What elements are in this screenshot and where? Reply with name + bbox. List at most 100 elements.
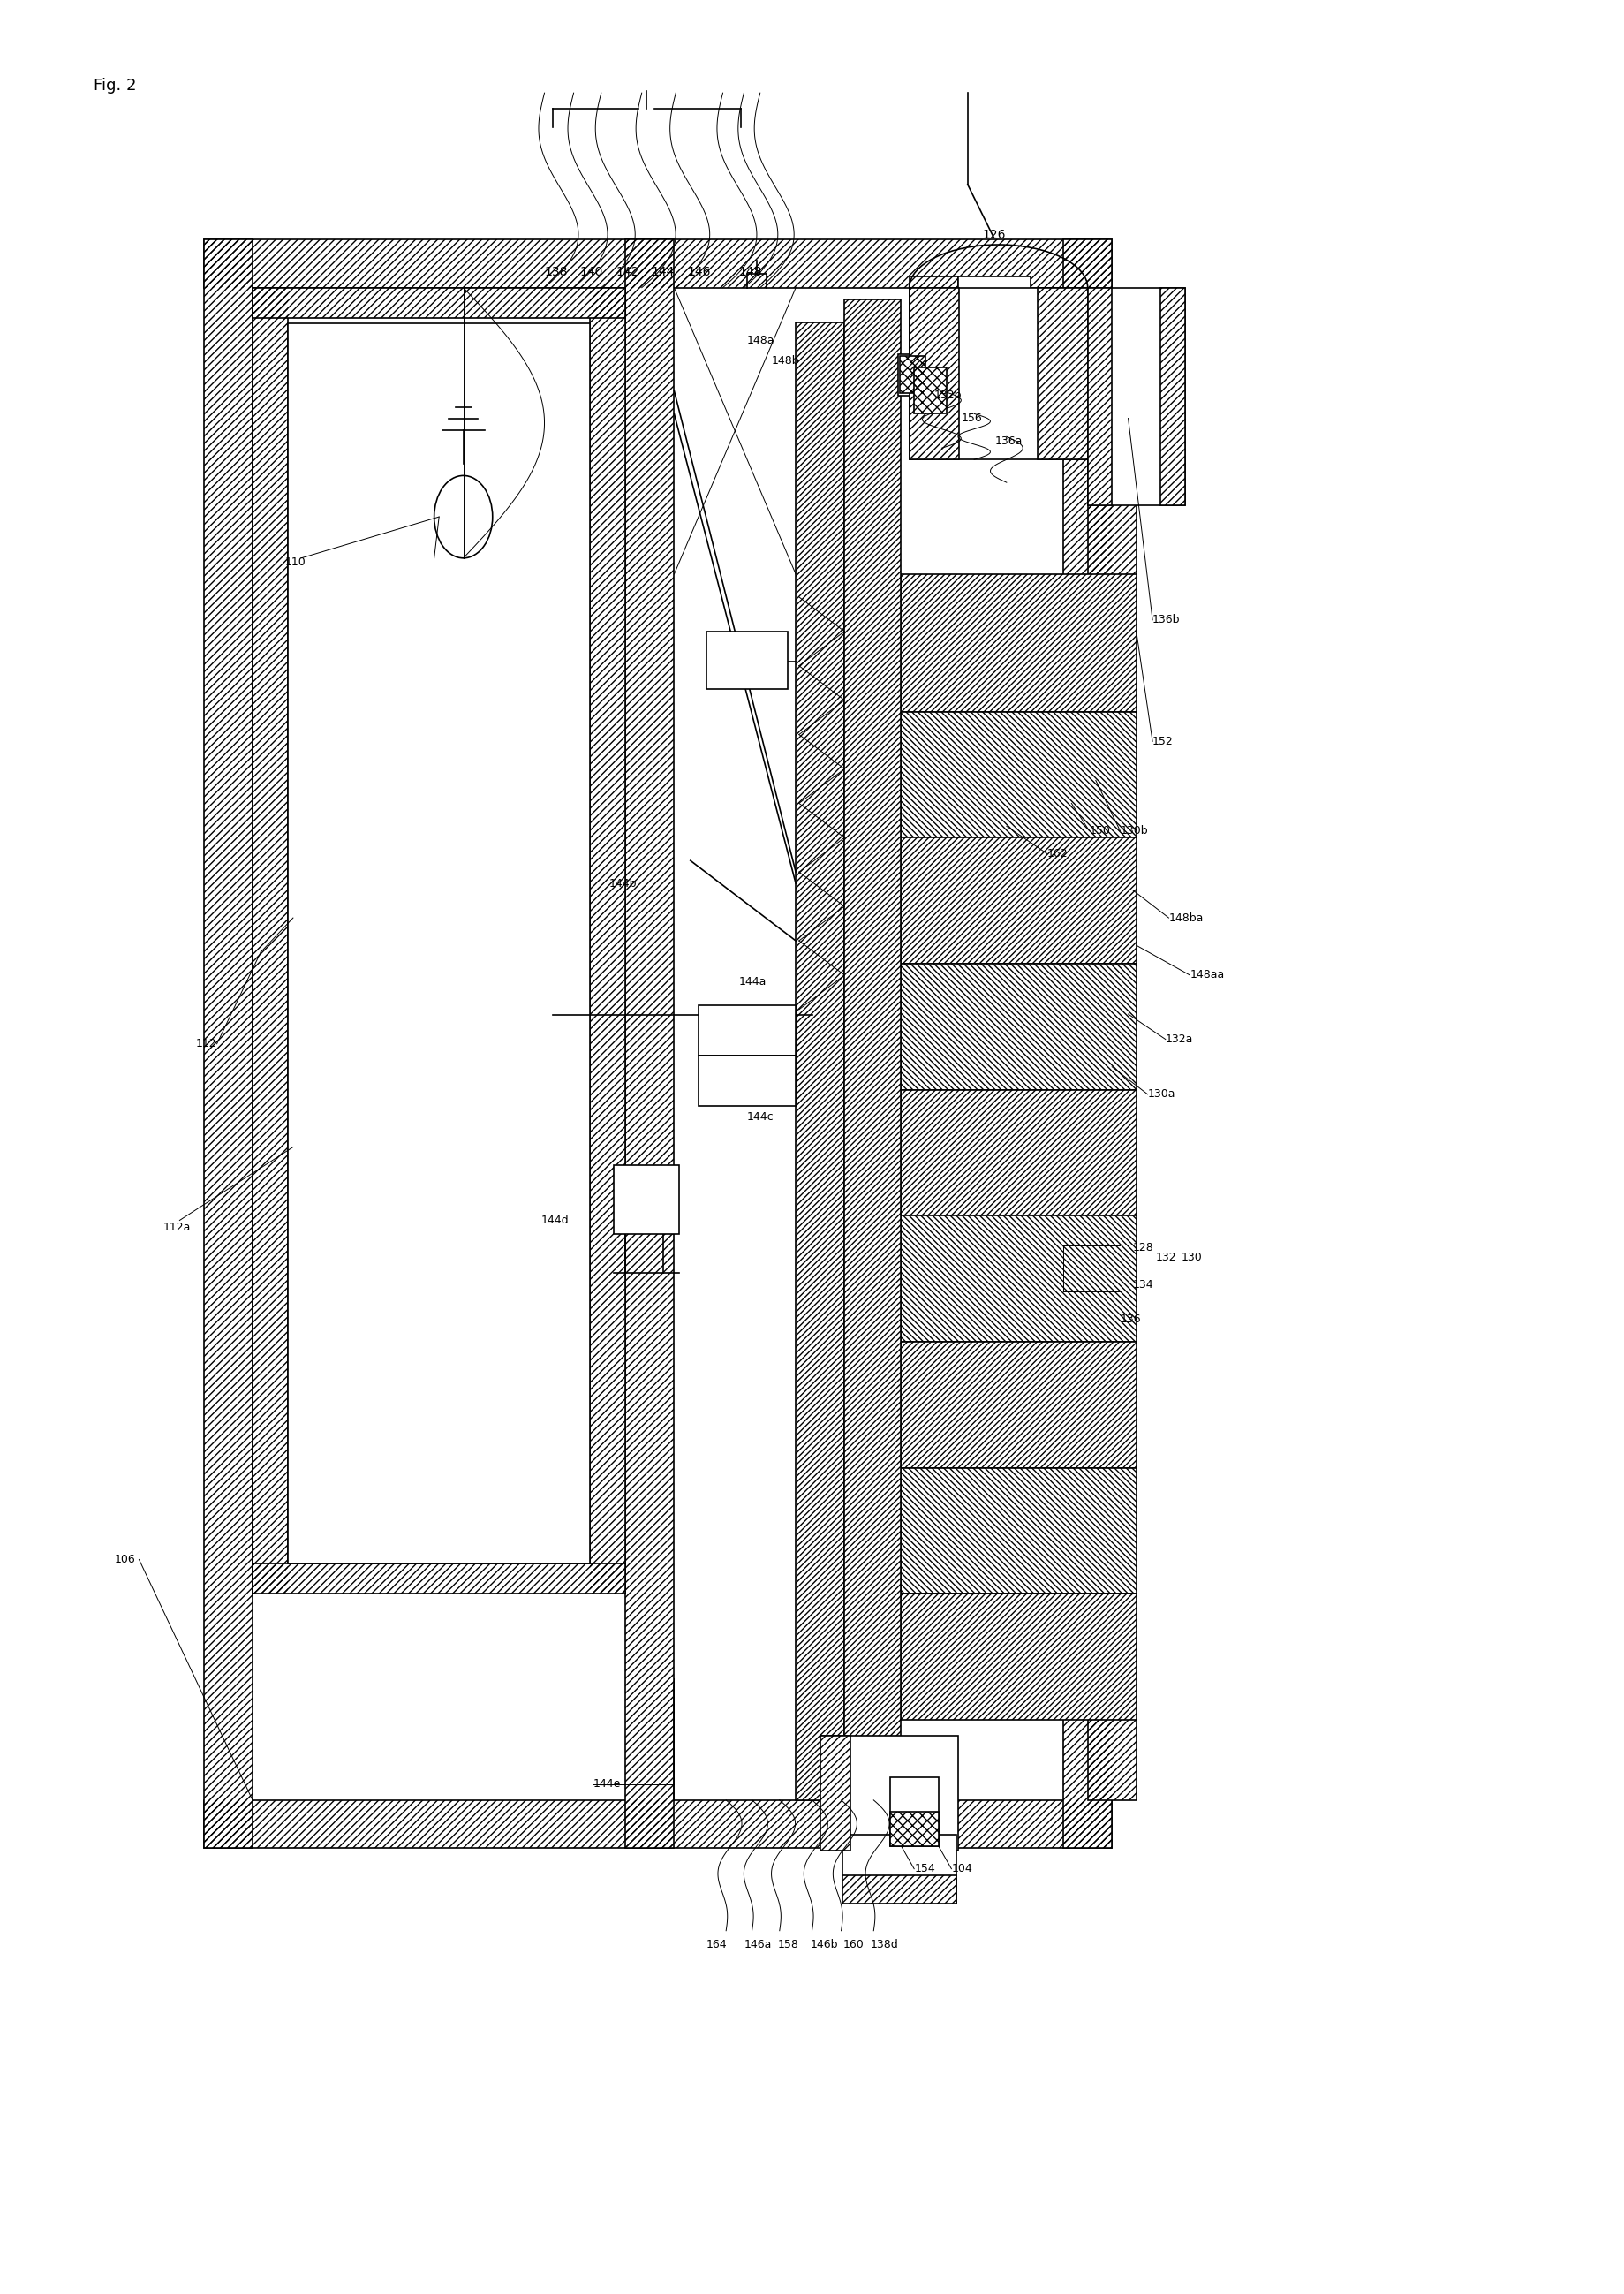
Text: 152: 152 <box>1153 736 1174 748</box>
Bar <box>590 287 625 1594</box>
Bar <box>909 275 958 367</box>
Bar <box>1038 287 1088 459</box>
Text: 148a: 148a <box>747 335 775 346</box>
Bar <box>253 1565 625 1594</box>
Bar <box>890 1812 939 1847</box>
Text: 156: 156 <box>961 413 983 424</box>
Bar <box>1064 239 1112 1849</box>
Text: 154: 154 <box>914 1863 935 1874</box>
Bar <box>901 1468 1137 1594</box>
Bar <box>843 1876 957 1904</box>
Text: 128: 128 <box>1134 1241 1155 1253</box>
Bar <box>1088 287 1112 505</box>
Bar <box>820 1737 851 1851</box>
Bar <box>205 239 1112 287</box>
Bar <box>590 287 625 1594</box>
Text: 132: 132 <box>1156 1250 1177 1262</box>
Bar <box>820 1737 851 1851</box>
Text: 136: 136 <box>1121 1312 1142 1324</box>
Bar <box>253 287 287 1594</box>
Bar <box>205 239 253 1849</box>
Bar <box>1161 287 1186 505</box>
Bar <box>1161 287 1186 505</box>
Bar <box>1038 287 1088 459</box>
Text: 144: 144 <box>651 266 674 278</box>
Bar <box>901 837 1137 963</box>
Text: 112a: 112a <box>164 1220 192 1232</box>
Text: 106: 106 <box>115 1553 136 1565</box>
Text: 144b: 144b <box>609 879 637 890</box>
Text: 148: 148 <box>739 266 762 278</box>
Bar <box>205 239 1112 287</box>
Text: 164: 164 <box>706 1938 728 1950</box>
Text: 132a: 132a <box>1166 1035 1194 1046</box>
Bar <box>205 1801 1112 1849</box>
Bar <box>614 1165 679 1234</box>
Text: 136b: 136b <box>1153 615 1181 626</box>
Text: 138d: 138d <box>870 1938 898 1950</box>
Bar <box>205 239 253 1849</box>
Bar <box>914 367 947 413</box>
Bar <box>901 1216 1137 1342</box>
Text: 130a: 130a <box>1148 1090 1176 1101</box>
Bar <box>1088 298 1137 1801</box>
Text: 162: 162 <box>1047 849 1069 860</box>
Bar <box>900 356 926 392</box>
Bar <box>901 711 1137 837</box>
Bar <box>625 239 674 1849</box>
Text: 112: 112 <box>197 1039 216 1051</box>
Bar <box>253 287 625 319</box>
Bar <box>253 287 625 319</box>
Text: 150: 150 <box>1090 826 1111 837</box>
Text: Fig. 2: Fig. 2 <box>94 78 136 94</box>
Bar <box>898 353 927 395</box>
Bar <box>901 1468 1137 1594</box>
Bar <box>890 1812 939 1847</box>
Text: 132b: 132b <box>934 390 961 401</box>
Bar <box>901 963 1137 1090</box>
Bar <box>901 1342 1137 1468</box>
Text: 144e: 144e <box>593 1778 620 1789</box>
Text: 136a: 136a <box>996 436 1023 447</box>
Bar <box>901 1090 1137 1216</box>
Bar <box>901 574 1137 711</box>
Bar <box>901 1342 1137 1468</box>
Text: 146a: 146a <box>744 1938 771 1950</box>
Bar <box>901 963 1137 1090</box>
Bar <box>820 1737 958 1851</box>
Text: 130: 130 <box>1182 1250 1203 1262</box>
Bar <box>1088 287 1186 505</box>
Bar <box>909 275 958 367</box>
Bar <box>909 287 1088 459</box>
Text: 134: 134 <box>1134 1278 1155 1289</box>
Bar <box>901 1216 1137 1342</box>
Text: 144d: 144d <box>541 1214 568 1225</box>
Bar <box>909 287 960 459</box>
Bar <box>698 1005 796 1055</box>
Bar <box>253 1565 625 1594</box>
Bar <box>698 1055 796 1106</box>
Bar <box>914 367 947 413</box>
Bar <box>706 631 788 688</box>
Text: 138: 138 <box>544 266 568 278</box>
Bar <box>901 1090 1137 1216</box>
Bar <box>901 1594 1137 1720</box>
Text: 148ba: 148ba <box>1169 913 1203 924</box>
Bar <box>890 1778 939 1847</box>
Bar <box>900 356 926 392</box>
Bar <box>958 275 1031 367</box>
Text: 146: 146 <box>687 266 711 278</box>
Text: 148b: 148b <box>771 356 799 367</box>
Bar <box>1088 287 1112 505</box>
Text: 110: 110 <box>284 557 305 569</box>
Text: 146b: 146b <box>810 1938 838 1950</box>
Text: 104: 104 <box>952 1863 973 1874</box>
Bar <box>901 837 1137 963</box>
Bar <box>625 239 674 1849</box>
Bar <box>843 1876 957 1904</box>
Text: 142: 142 <box>615 266 640 278</box>
Bar <box>909 287 960 459</box>
Bar <box>844 298 901 1801</box>
Bar <box>901 1594 1137 1720</box>
Bar <box>463 963 552 1067</box>
